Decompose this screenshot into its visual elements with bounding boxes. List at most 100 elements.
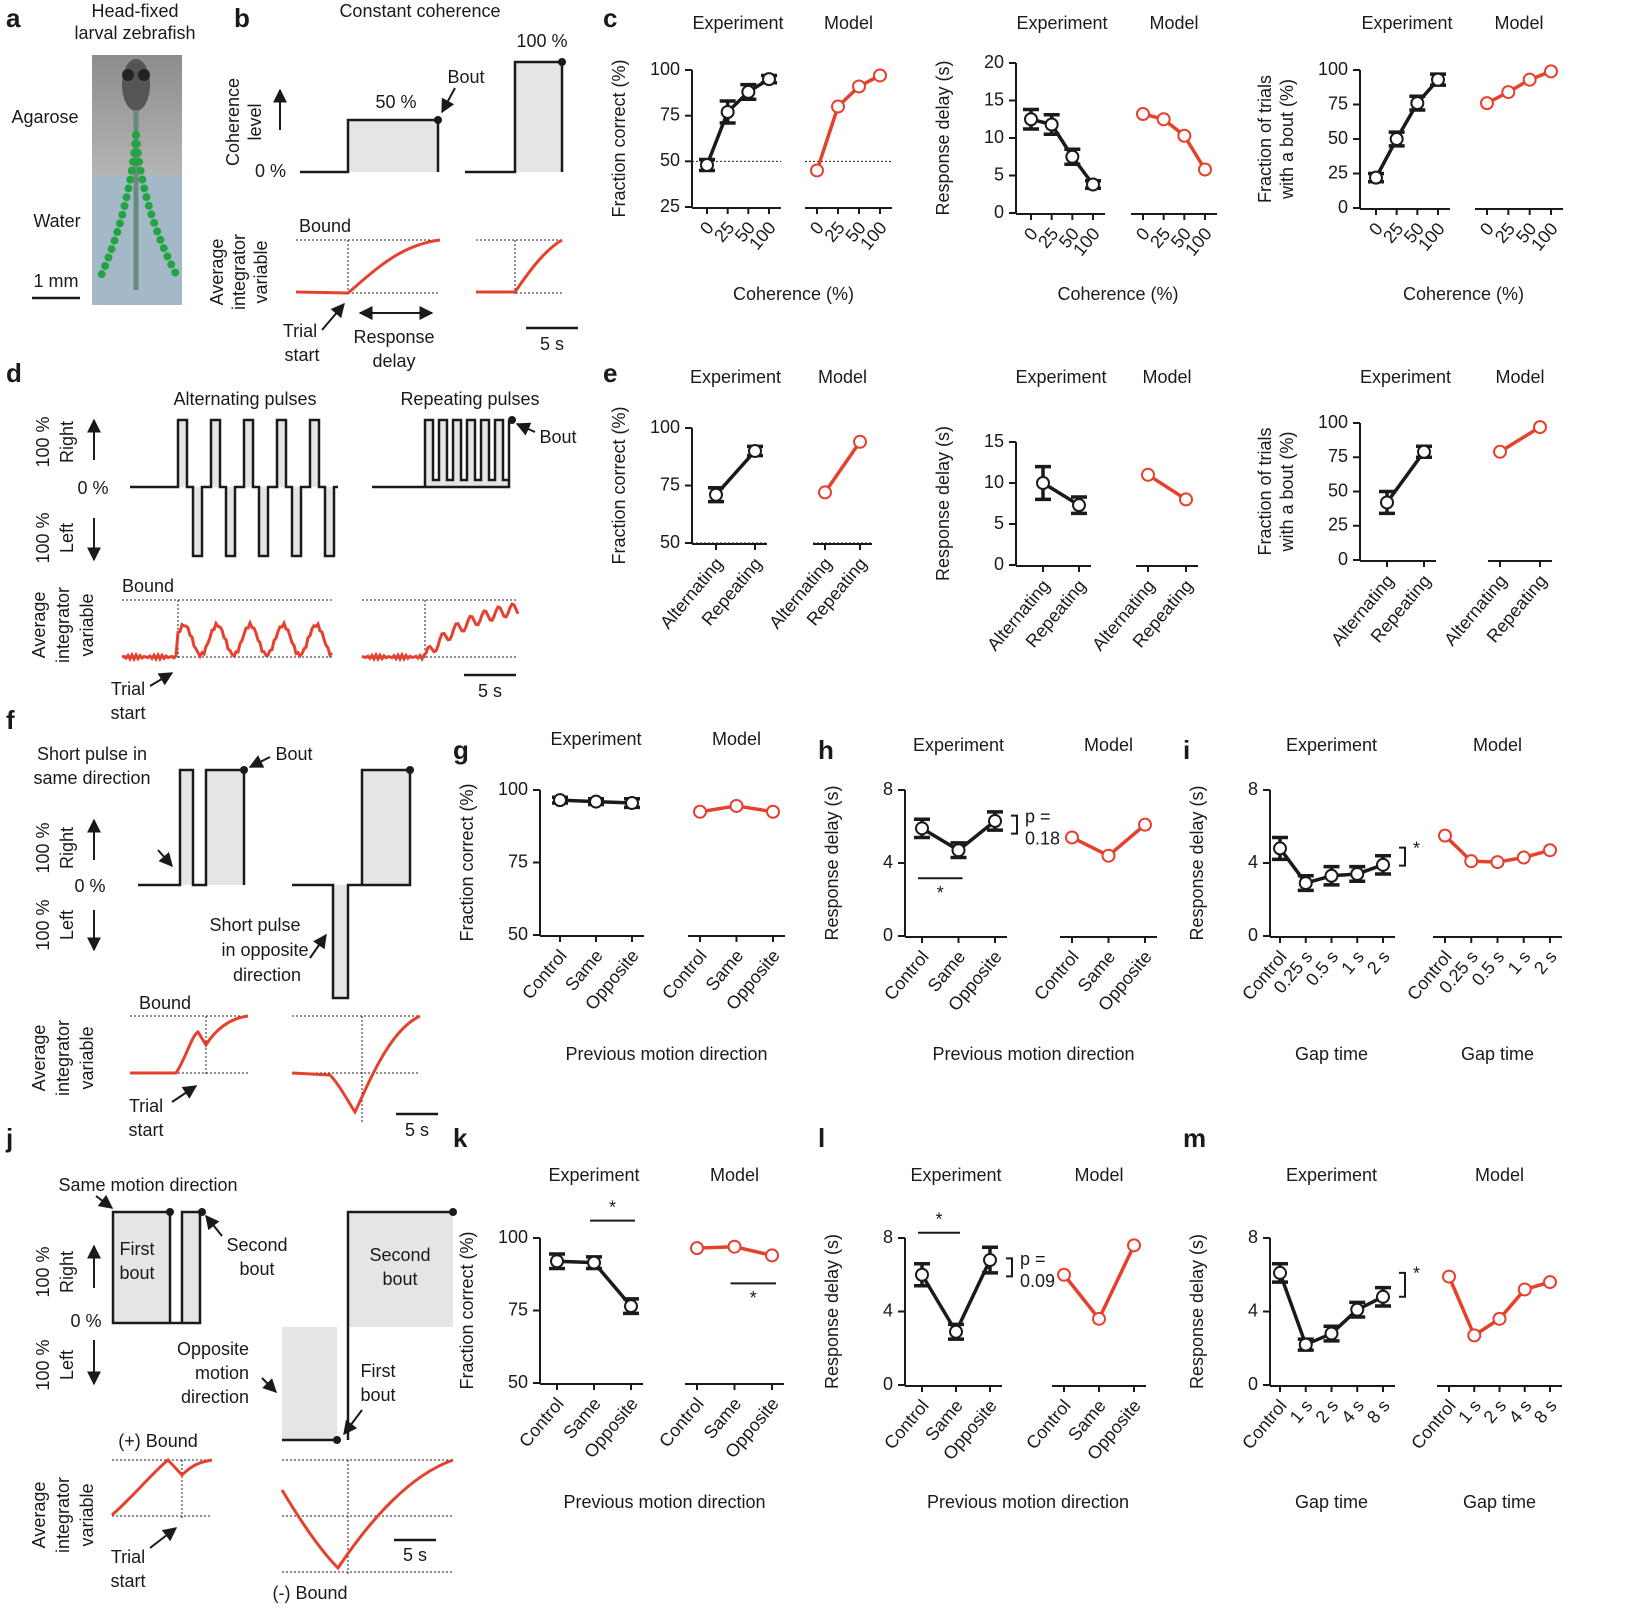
y-tick-label: 10 (984, 472, 1004, 492)
x-axis-label: Gap time (1295, 1044, 1368, 1064)
data-point (748, 444, 762, 458)
arrow (149, 1527, 178, 1549)
series-line (1062, 1244, 1136, 1321)
bracket-label: 0.18 (1025, 828, 1060, 848)
fish-head (122, 59, 150, 111)
y-axis-label: Fraction correct (%) (457, 783, 477, 941)
y-tick-label: 50 (508, 1372, 528, 1392)
x-tick-label: 4 s (1505, 1396, 1536, 1427)
y-tick-label: 8 (883, 779, 893, 799)
series-line (815, 73, 881, 172)
y-axis-label: with a bout (%) (1277, 79, 1297, 200)
data-point (988, 814, 1002, 829)
data-point (693, 804, 707, 819)
significance-label: * (609, 1197, 616, 1217)
x-tick-label: 8 s (1530, 1396, 1561, 1427)
x-tick-label: 100 (1069, 224, 1104, 260)
y-tick-label: 4 (883, 852, 893, 872)
data-point (1431, 72, 1445, 87)
data-point (1516, 850, 1531, 865)
data-point (873, 68, 887, 83)
data-point (949, 1324, 963, 1339)
x-tick-label: Control (515, 1394, 568, 1451)
text: bout (382, 1269, 417, 1289)
series-title: Model (1084, 735, 1133, 755)
y-tick-label: 0 (883, 925, 893, 945)
integrator-trace (111, 1457, 213, 1517)
y-tick-label: 5 (994, 513, 1004, 533)
data-point (553, 793, 567, 808)
y-tick-label: 100 (498, 1227, 528, 1247)
text: in opposite (221, 940, 308, 960)
bout-dot (198, 1208, 206, 1216)
data-point (741, 84, 756, 99)
panel-label: k (453, 1123, 468, 1153)
series-title: Model (710, 1165, 759, 1185)
data-point (1065, 149, 1080, 164)
text: direction (233, 965, 301, 985)
y-tick-label: 50 (508, 924, 528, 944)
text: Short pulse in (37, 744, 147, 764)
text: bout (360, 1385, 395, 1405)
series-title: Model (1074, 1165, 1123, 1185)
series-line (1147, 473, 1187, 501)
text: Response (353, 327, 434, 347)
text: 5 s (478, 681, 502, 701)
arrow (149, 672, 174, 687)
data-point (1298, 1337, 1313, 1352)
bout-dot (434, 116, 442, 124)
y-tick-label: 8 (1248, 779, 1258, 799)
text: Right (57, 1251, 77, 1293)
text: Left (57, 1350, 77, 1380)
x-tick-label: Control (655, 1394, 708, 1451)
text: Agarose (11, 107, 78, 127)
arrow (309, 933, 327, 959)
text: same direction (33, 768, 150, 788)
text: Bound (299, 216, 351, 236)
text: Left (57, 523, 77, 553)
series-title: Experiment (690, 367, 781, 387)
tail-trace (132, 131, 182, 282)
text: 0 % (255, 161, 286, 181)
panel-label: l (818, 1123, 825, 1153)
panel-b: Constant coherence Coherence level 0 % 5… (207, 1, 578, 371)
text: motion (195, 1363, 249, 1383)
text: Repeating pulses (400, 389, 539, 409)
panel-labels: a b c d e f g h i j k l m (5, 3, 1206, 1153)
data-point (1417, 444, 1431, 459)
panel-label: h (818, 735, 834, 765)
x-axis-label: Previous motion direction (932, 1044, 1134, 1064)
x-axis-label: Gap time (1463, 1492, 1536, 1512)
series-title: Experiment (913, 735, 1004, 755)
data-point (1544, 64, 1558, 79)
arrow (248, 755, 271, 768)
x-tick-label: 2 s (1363, 947, 1394, 978)
y-tick-label: 75 (508, 1299, 528, 1319)
text: level (245, 103, 265, 140)
data-point (1490, 855, 1505, 870)
data-point (1141, 467, 1155, 482)
data-point (729, 798, 744, 813)
data-point (1177, 128, 1192, 143)
y-tick-label: 100 (1318, 59, 1348, 79)
text: First (120, 1239, 155, 1259)
y-axis-label: Fraction correct (%) (457, 1231, 477, 1389)
series-title: Experiment (1361, 13, 1452, 33)
data-point (1086, 177, 1100, 192)
text: 0 % (74, 876, 105, 896)
panel-label: d (6, 358, 22, 388)
arrow (441, 87, 456, 114)
panel-f: Short pulse in same direction Bout 100 %… (29, 744, 438, 1140)
text: 0 % (77, 478, 108, 498)
panel-label: b (234, 3, 250, 33)
x-tick-label: Control (1238, 1396, 1291, 1453)
y-tick-label: 0 (994, 554, 1004, 574)
data-point (1501, 85, 1516, 100)
data-point (1024, 112, 1038, 127)
arrow (95, 1194, 114, 1209)
data-point (1493, 444, 1507, 459)
text: Trial (111, 679, 145, 699)
text: Bound (139, 993, 191, 1013)
y-tick-label: 15 (984, 89, 1004, 109)
y-tick-label: 75 (508, 851, 528, 871)
